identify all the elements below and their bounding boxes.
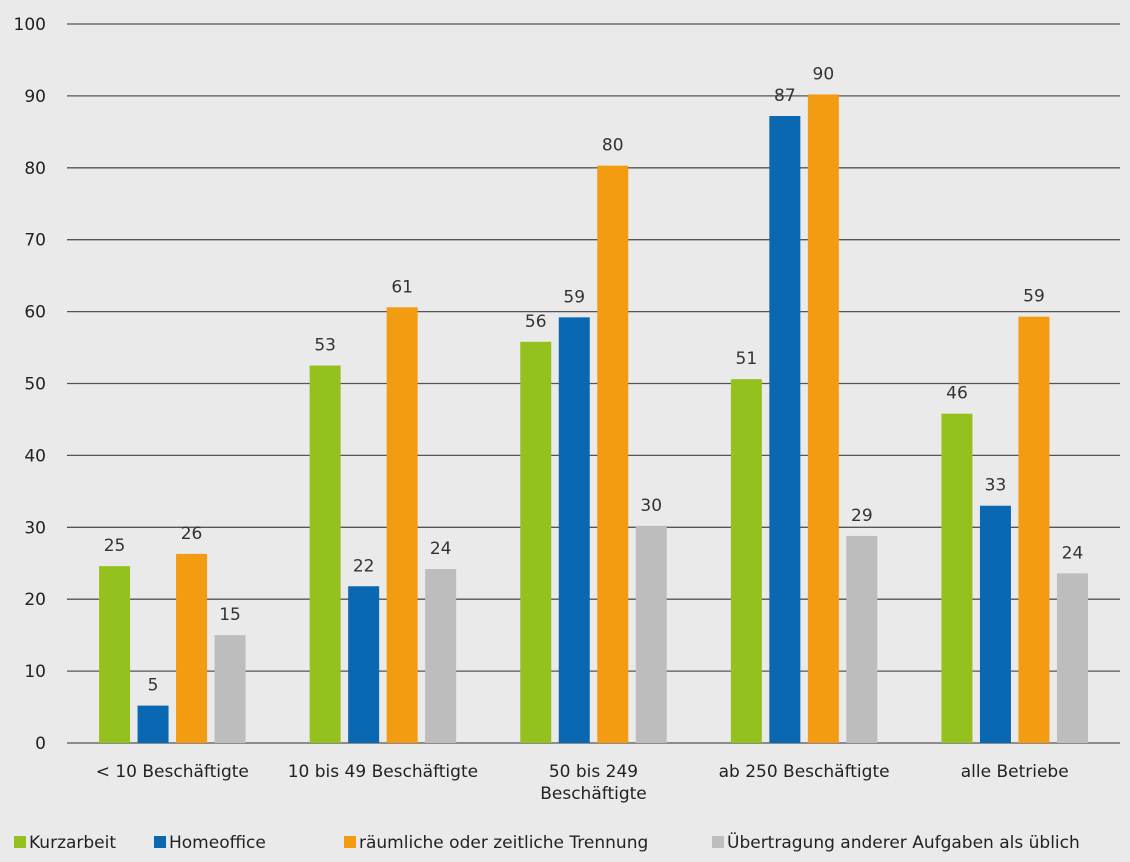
- data-label: 30: [640, 496, 662, 516]
- bar: [730, 379, 762, 743]
- data-label: 56: [525, 312, 547, 332]
- bar: [348, 586, 380, 743]
- legend: Kurzarbeit Homeoffice räumliche oder zeitl…: [14, 831, 1080, 853]
- data-label: 29: [851, 506, 873, 526]
- data-label: 22: [353, 556, 375, 576]
- data-label: 59: [1023, 287, 1045, 307]
- data-label: 25: [104, 536, 126, 556]
- data-label: 51: [736, 349, 758, 369]
- legend-swatch: [712, 836, 724, 848]
- bar: [1056, 573, 1088, 743]
- y-tick-label: 0: [35, 734, 46, 754]
- y-tick-label: 30: [24, 518, 46, 538]
- legend-label: Kurzarbeit: [29, 833, 116, 853]
- legend-swatch: [14, 836, 26, 848]
- bar: [425, 569, 457, 743]
- bar: [846, 535, 878, 743]
- x-category-label: 10 bis 49 Beschäftigte: [288, 762, 478, 782]
- data-label: 33: [985, 476, 1007, 496]
- x-category-label: Beschäftigte: [540, 784, 647, 804]
- data-label: 15: [219, 605, 241, 625]
- bar: [807, 94, 839, 744]
- data-label: 24: [430, 539, 452, 559]
- bar: [99, 566, 131, 743]
- legend-swatch: [154, 836, 166, 848]
- bar: [1018, 316, 1050, 743]
- data-label: 53: [314, 336, 336, 356]
- data-label: 87: [774, 86, 796, 106]
- x-category-label: < 10 Beschäftigte: [96, 762, 249, 782]
- legend-label: Homeoffice: [169, 833, 266, 853]
- bar: [137, 705, 169, 743]
- y-tick-label: 70: [24, 231, 46, 251]
- x-category-label: alle Betriebe: [961, 762, 1069, 782]
- data-label: 80: [602, 136, 624, 156]
- bar: [176, 553, 208, 743]
- bar: [214, 635, 246, 743]
- y-tick-label: 100: [14, 15, 46, 35]
- bar: [979, 505, 1011, 743]
- bar: [941, 413, 973, 743]
- y-tick-label: 20: [24, 590, 46, 610]
- data-label: 5: [148, 676, 159, 696]
- bar: [558, 317, 590, 743]
- data-label: 90: [813, 64, 835, 84]
- x-category-label: 50 bis 249: [549, 762, 638, 782]
- bar: [520, 341, 552, 743]
- y-axis-ticks: 0 10 20 30 40 50 60 70 80 90 100: [14, 15, 46, 754]
- legend-label: räumliche oder zeitliche Trennung: [359, 833, 648, 853]
- y-tick-label: 90: [24, 87, 46, 107]
- x-axis-categories: < 10 Beschäftigte 10 bis 49 Beschäftigte 5…: [96, 762, 1069, 804]
- y-tick-label: 50: [24, 375, 46, 395]
- data-label: 61: [391, 277, 413, 297]
- data-label: 59: [563, 287, 585, 307]
- bars: [99, 94, 1088, 744]
- bar: [597, 165, 629, 743]
- bar: [769, 116, 801, 744]
- legend-swatch: [344, 836, 356, 848]
- y-tick-label: 40: [24, 446, 46, 466]
- y-tick-label: 80: [24, 159, 46, 179]
- bar: [386, 307, 418, 743]
- data-label: 46: [946, 384, 968, 404]
- data-label: 26: [181, 524, 203, 544]
- legend-label: Übertragung anderer Aufgaben als üblich: [727, 831, 1080, 853]
- y-tick-label: 10: [24, 662, 46, 682]
- bar: [635, 525, 667, 743]
- bar: [309, 365, 341, 743]
- y-tick-label: 60: [24, 303, 46, 323]
- x-category-label: ab 250 Beschäftigte: [719, 762, 890, 782]
- data-labels: 25 5 26 15 53 22 61 24 56 59 80 30 51 87 90 29 46 33 59 24: [104, 64, 1084, 695]
- data-label: 24: [1062, 543, 1084, 563]
